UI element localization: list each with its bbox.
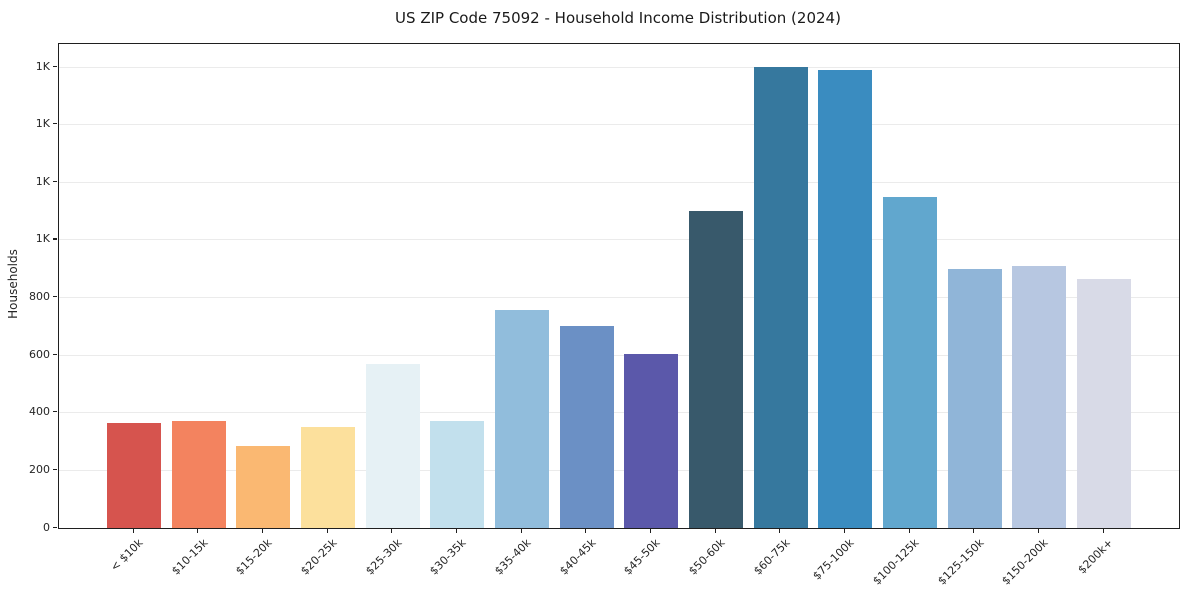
x-tick-label: $20-25k — [298, 536, 340, 578]
y-axis-label: Households — [6, 249, 20, 319]
gridline — [59, 469, 1179, 471]
bar-$60-75k — [753, 67, 808, 528]
x-tick-label: $45-50k — [621, 536, 663, 578]
x-tick-label: $60-75k — [750, 536, 793, 578]
bar-$25-30k — [365, 363, 420, 528]
y-tick-mark — [53, 123, 57, 125]
plot-area — [58, 43, 1180, 529]
x-tick-mark — [714, 528, 716, 533]
x-tick-label: $200k+ — [1075, 536, 1116, 577]
y-tick-label: 1K — [35, 117, 50, 131]
bar-$100-125k — [883, 196, 937, 528]
x-tick-mark — [391, 528, 393, 533]
gridline — [59, 239, 1179, 241]
y-tick-mark — [53, 468, 57, 471]
x-tick-label: $30-35k — [427, 536, 469, 578]
x-tick-mark — [649, 528, 652, 533]
y-tick-label: 600 — [29, 347, 50, 361]
x-tick-mark — [908, 528, 910, 533]
x-tick-label: $50-60k — [686, 536, 728, 578]
bar-$200k+ — [1077, 278, 1131, 528]
x-tick-label: $15-20k — [233, 536, 275, 578]
y-tick-mark — [53, 526, 57, 528]
x-tick-mark — [197, 528, 199, 533]
gridline — [59, 181, 1179, 183]
chart-title: US ZIP Code 75092 - Household Income Dis… — [395, 9, 841, 27]
x-tick-label: < $10k — [107, 536, 146, 574]
bar-$150-200k — [1012, 265, 1067, 528]
y-tick-mark — [53, 180, 57, 182]
y-tick-mark — [53, 296, 57, 298]
x-tick-mark — [1102, 528, 1104, 533]
x-tick-label: $150-200k — [999, 536, 1051, 588]
y-tick-label: 1K — [35, 232, 50, 246]
x-tick-label: $25-30k — [362, 536, 405, 578]
x-tick-mark — [520, 528, 522, 533]
bar-$30-35k — [430, 421, 485, 528]
gridline — [59, 297, 1179, 299]
x-tick-mark — [326, 528, 328, 533]
bar-$75-100k — [818, 69, 873, 528]
gridline — [59, 412, 1179, 414]
bar-$50-60k — [689, 211, 743, 528]
y-tick-mark — [53, 65, 57, 67]
y-tick-label: 1K — [35, 59, 50, 73]
bar-$20-25k — [301, 427, 355, 528]
x-tick-mark — [132, 528, 134, 533]
x-tick-label: $10-15k — [168, 536, 211, 578]
x-tick-label: $100-125k — [870, 536, 922, 588]
y-tick-label: 1K — [35, 174, 50, 188]
bar-$10-15k — [171, 421, 226, 528]
y-tick-mark — [53, 238, 57, 240]
y-tick-label: 0 — [43, 520, 50, 534]
x-tick-mark — [779, 528, 781, 533]
x-tick-mark — [261, 528, 264, 533]
bar-$45-50k — [624, 353, 679, 528]
bar-$125-150k — [947, 268, 1002, 528]
bar-< $10k — [107, 422, 161, 528]
x-tick-label: $125-150k — [934, 536, 987, 588]
gridline — [59, 354, 1179, 356]
x-tick-label: $35-40k — [492, 536, 534, 578]
x-tick-label: $75-100k — [810, 536, 857, 583]
bar-$40-45k — [559, 326, 614, 528]
x-tick-label: $40-45k — [556, 536, 599, 578]
x-tick-mark — [585, 528, 587, 533]
y-tick-label: 400 — [29, 405, 50, 419]
y-tick-label: 800 — [29, 290, 50, 304]
x-tick-mark — [1037, 528, 1040, 533]
x-tick-mark — [455, 528, 458, 533]
gridline — [59, 66, 1179, 68]
x-tick-mark — [973, 528, 975, 533]
bar-$35-40k — [495, 310, 549, 528]
y-tick-mark — [53, 411, 57, 413]
bar-$15-20k — [236, 445, 291, 528]
gridline — [59, 124, 1179, 126]
y-tick-label: 200 — [29, 462, 50, 476]
y-tick-mark — [53, 353, 57, 355]
x-tick-mark — [843, 528, 846, 533]
